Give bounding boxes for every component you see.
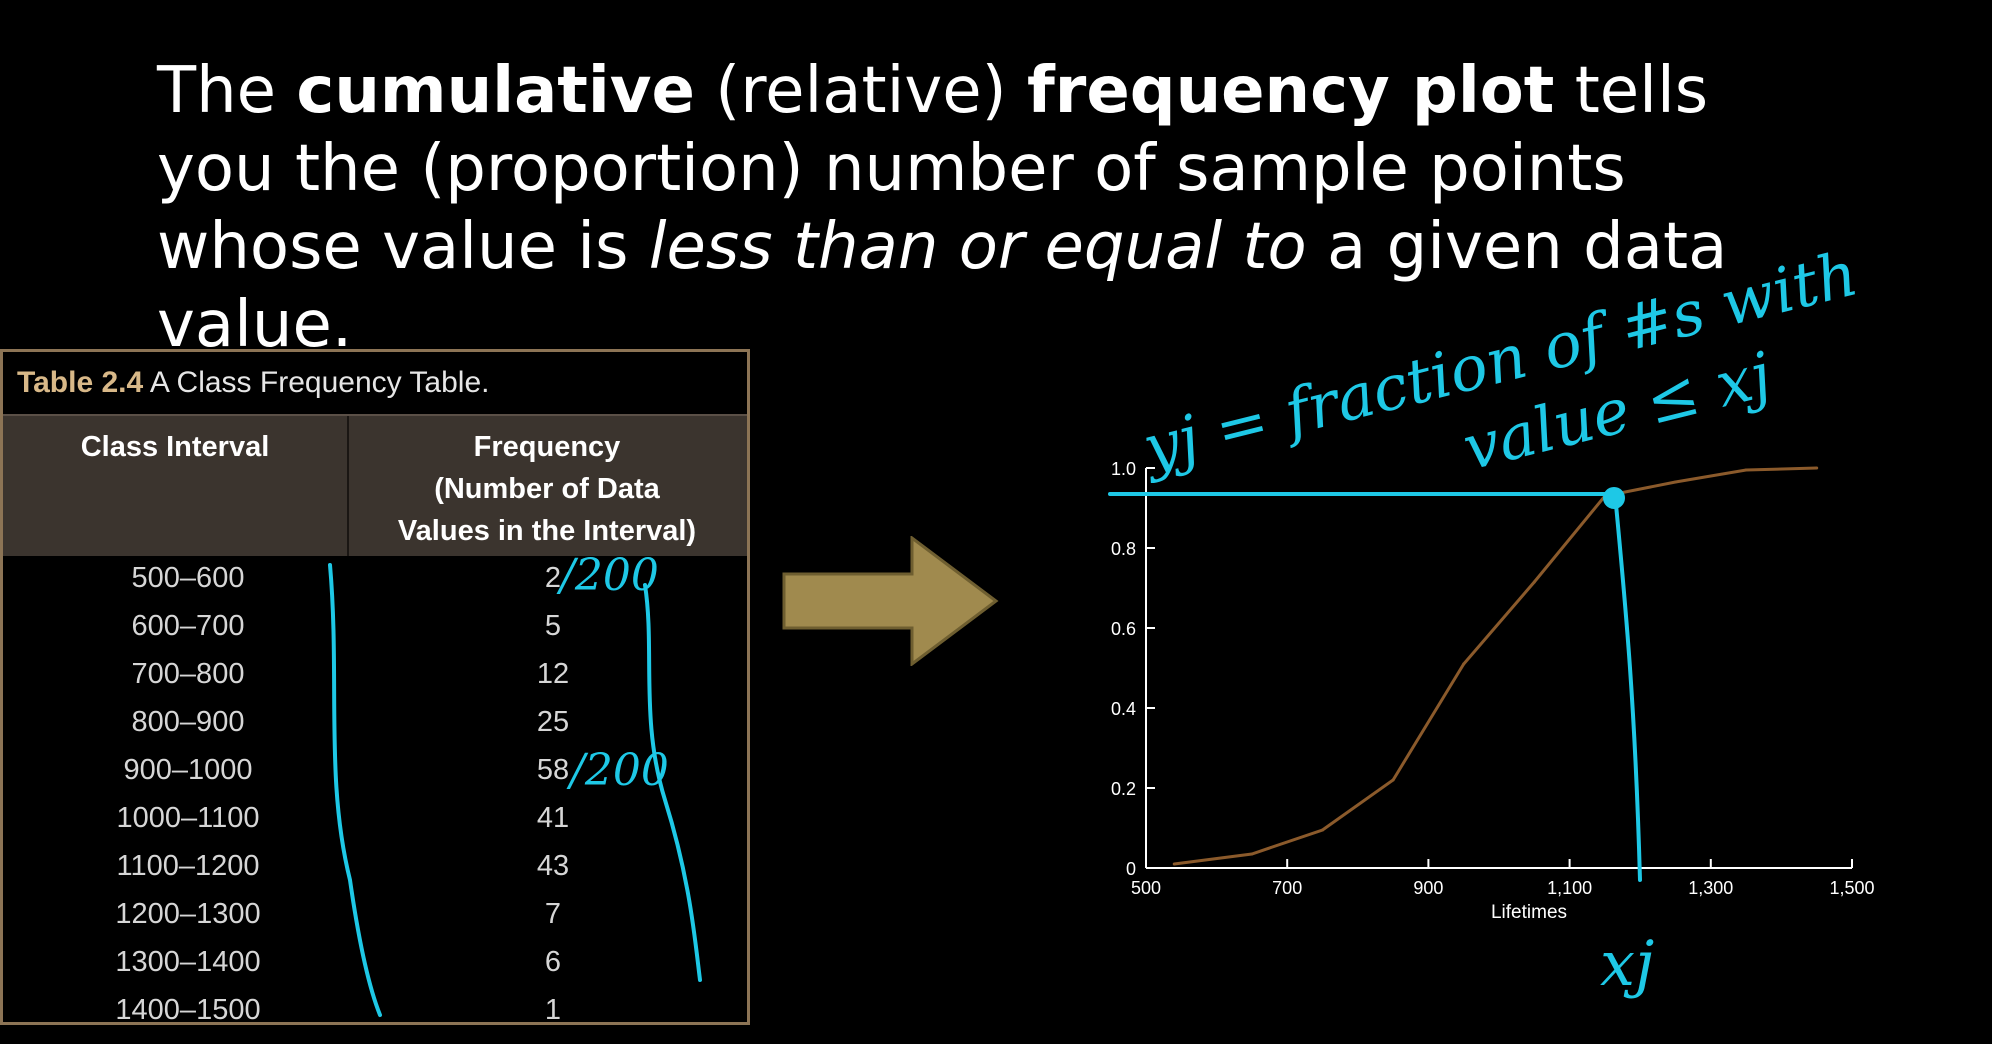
data-point bbox=[1172, 862, 1176, 866]
cell-frequency: 43 bbox=[536, 850, 570, 882]
cell-class-interval: 1200–1300 bbox=[115, 898, 261, 930]
cumulative-frequency-chart: 0 0.2 0.4 0.6 0.8 1.0 500 700 900 1,100 1,300 1,500… bbox=[1111, 459, 1875, 923]
headline-text-1: The bbox=[157, 54, 297, 128]
table-row: 500–600 2 bbox=[3, 554, 747, 602]
table-row: 1200–1300 7 bbox=[3, 890, 747, 938]
col-header-class-interval: Class Interval bbox=[80, 431, 270, 463]
class-frequency-table: Table 2.4 A Class Frequency Table. Class… bbox=[0, 349, 750, 1026]
cell-class-interval: 1300–1400 bbox=[115, 946, 261, 978]
data-point bbox=[1391, 778, 1395, 782]
header-divider bbox=[347, 416, 349, 556]
cell-frequency: 58 bbox=[536, 754, 570, 786]
x-tick-label: 1,300 bbox=[1688, 878, 1733, 898]
cell-frequency: 7 bbox=[544, 898, 562, 930]
cell-class-interval: 700–800 bbox=[131, 658, 245, 690]
cell-class-interval: 1400–1500 bbox=[115, 994, 261, 1026]
col-header-frequency: Frequency (Number of Data Values in the … bbox=[349, 426, 745, 552]
y-tick-label: 0.4 bbox=[1111, 699, 1136, 719]
table-row: 800–900 25 bbox=[3, 698, 747, 746]
headline-bold-cumulative: cumulative bbox=[296, 54, 695, 128]
x-tick-label: 1,500 bbox=[1829, 878, 1874, 898]
col-header-frequency-line1: Frequency bbox=[473, 431, 621, 463]
cell-frequency: 6 bbox=[544, 946, 562, 978]
table-row: 1100–1200 43 bbox=[3, 842, 747, 890]
table-row: 1300–1400 6 bbox=[3, 938, 747, 986]
right-arrow-icon bbox=[782, 536, 999, 666]
headline: The cumulative (relative) frequency plot… bbox=[157, 52, 1757, 364]
data-point bbox=[1603, 494, 1607, 498]
table-body: 500–600 2 600–700 5 700–800 12 800–900 25 900–10… bbox=[3, 554, 747, 1034]
cell-frequency: 2 bbox=[544, 562, 562, 594]
cell-frequency: 25 bbox=[536, 706, 570, 738]
cell-class-interval: 900–1000 bbox=[123, 754, 253, 786]
cell-frequency: 1 bbox=[544, 994, 562, 1026]
headline-text-2: (relative) bbox=[694, 54, 1027, 128]
cell-frequency: 12 bbox=[536, 658, 570, 690]
col-header-frequency-line2: (Number of Data bbox=[434, 473, 660, 505]
headline-text-3: tells you the (proportion) number of sam… bbox=[157, 54, 1709, 284]
table-row: 700–800 12 bbox=[3, 650, 747, 698]
cell-class-interval: 800–900 bbox=[131, 706, 245, 738]
x-axis-label: Lifetimes bbox=[1491, 902, 1567, 923]
table-caption-text: A Class Frequency Table. bbox=[143, 366, 490, 399]
y-tick-label: 0.8 bbox=[1111, 539, 1136, 559]
cell-frequency: 41 bbox=[536, 802, 570, 834]
table-row: 1400–1500 1 bbox=[3, 986, 747, 1034]
y-tick-label: 0.2 bbox=[1111, 779, 1136, 799]
y-tick-label: 1.0 bbox=[1111, 459, 1136, 479]
y-tick-label: 0.6 bbox=[1111, 619, 1136, 639]
table-header: Class Interval Frequency (Number of Data… bbox=[3, 414, 747, 556]
col-header-frequency-line3: Values in the Interval) bbox=[397, 515, 697, 547]
cell-class-interval: 600–700 bbox=[131, 610, 245, 642]
data-point bbox=[1532, 580, 1536, 584]
x-tick-label: 900 bbox=[1413, 878, 1443, 898]
cumulative-series-line bbox=[1174, 466, 1817, 866]
data-point bbox=[1250, 852, 1254, 856]
table-row: 600–700 5 bbox=[3, 602, 747, 650]
cell-class-interval: 1000–1100 bbox=[116, 802, 260, 834]
cell-class-interval: 500–600 bbox=[131, 562, 245, 594]
table-row: 1000–1100 41 bbox=[3, 794, 747, 842]
cell-frequency: 5 bbox=[544, 610, 562, 642]
data-point bbox=[1321, 828, 1324, 832]
table-caption-number: Table 2.4 bbox=[17, 366, 144, 399]
x-tick-label: 1,100 bbox=[1547, 878, 1592, 898]
y-tick-label: 0 bbox=[1126, 859, 1136, 879]
data-point bbox=[1744, 468, 1748, 472]
data-point bbox=[1462, 662, 1466, 666]
x-tick-label: 500 bbox=[1131, 878, 1161, 898]
data-point bbox=[1674, 480, 1677, 484]
table-caption: Table 2.4 A Class Frequency Table. bbox=[17, 366, 489, 400]
x-tick-label: 700 bbox=[1272, 878, 1302, 898]
data-point bbox=[1815, 466, 1819, 470]
headline-bold-frequency-plot: frequency plot bbox=[1026, 54, 1555, 128]
table-row: 900–1000 58 bbox=[3, 746, 747, 794]
cell-class-interval: 1100–1200 bbox=[116, 850, 260, 882]
headline-italic: less than or equal to bbox=[648, 210, 1307, 284]
